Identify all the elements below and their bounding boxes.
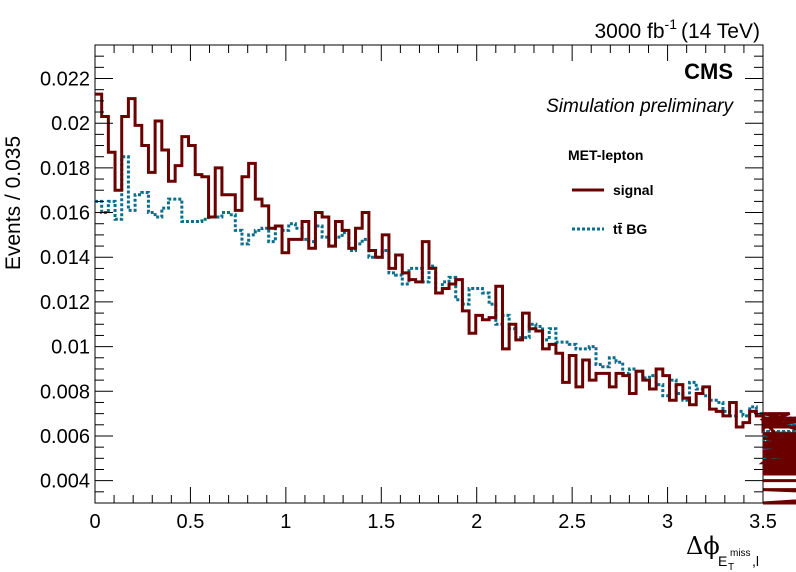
plot-frame <box>94 44 764 504</box>
series-layer <box>95 92 796 505</box>
y-tick-label: 0.012 <box>40 292 90 314</box>
x-tick-label: 0.5 <box>177 511 205 533</box>
y-tick-labels: 0.004 0.006 0.008 0.01 0.012 0.014 0.016 0.018 0… <box>40 69 90 493</box>
x-tick-label: 3.5 <box>749 511 777 533</box>
y-axis-title: Events / 0.035 <box>2 136 25 270</box>
y-tick-label: 0.018 <box>40 158 90 180</box>
x-tick-label: 0 <box>89 511 100 533</box>
legend-title: MET-lepton <box>568 147 643 163</box>
ticks-layer <box>94 44 764 504</box>
x-tick-label: 3 <box>662 511 673 533</box>
series-line-ttbar-bg <box>95 155 796 469</box>
x-tick-label: 2.5 <box>558 511 586 533</box>
x-tick-label: 2 <box>471 511 482 533</box>
legend-label-signal: signal <box>613 182 653 198</box>
y-tick-label: 0.014 <box>40 247 90 269</box>
y-tick-label: 0.004 <box>40 471 90 493</box>
x-tick-label: 1 <box>280 511 291 533</box>
status-label: Simulation preliminary <box>546 96 734 117</box>
series-line-signal <box>95 92 796 505</box>
x-axis-title: Δϕ E T miss ,l <box>686 532 759 572</box>
svg-text:E: E <box>718 553 727 569</box>
svg-text:T: T <box>728 562 734 572</box>
legend: MET-lepton signal tt̄ BG <box>568 147 653 237</box>
experiment-label: CMS <box>684 59 733 84</box>
y-tick-label: 0.006 <box>40 426 90 448</box>
legend-label-ttbar: tt̄ BG <box>613 221 647 237</box>
svg-text:miss: miss <box>730 548 751 559</box>
svg-text:,l: ,l <box>752 553 759 569</box>
y-tick-label: 0.02 <box>51 113 90 135</box>
y-tick-label: 0.01 <box>51 337 90 359</box>
x-tick-label: 1.5 <box>367 511 395 533</box>
y-tick-label: 0.016 <box>40 203 90 225</box>
y-tick-label: 0.008 <box>40 381 90 403</box>
x-tick-labels: 0 0.5 1 1.5 2 2.5 3 3.5 <box>89 511 776 533</box>
svg-text:Δϕ: Δϕ <box>686 532 720 560</box>
y-tick-label: 0.022 <box>40 69 90 91</box>
lumi-label: 3000 fb-1 (14 TeV) <box>594 16 760 43</box>
